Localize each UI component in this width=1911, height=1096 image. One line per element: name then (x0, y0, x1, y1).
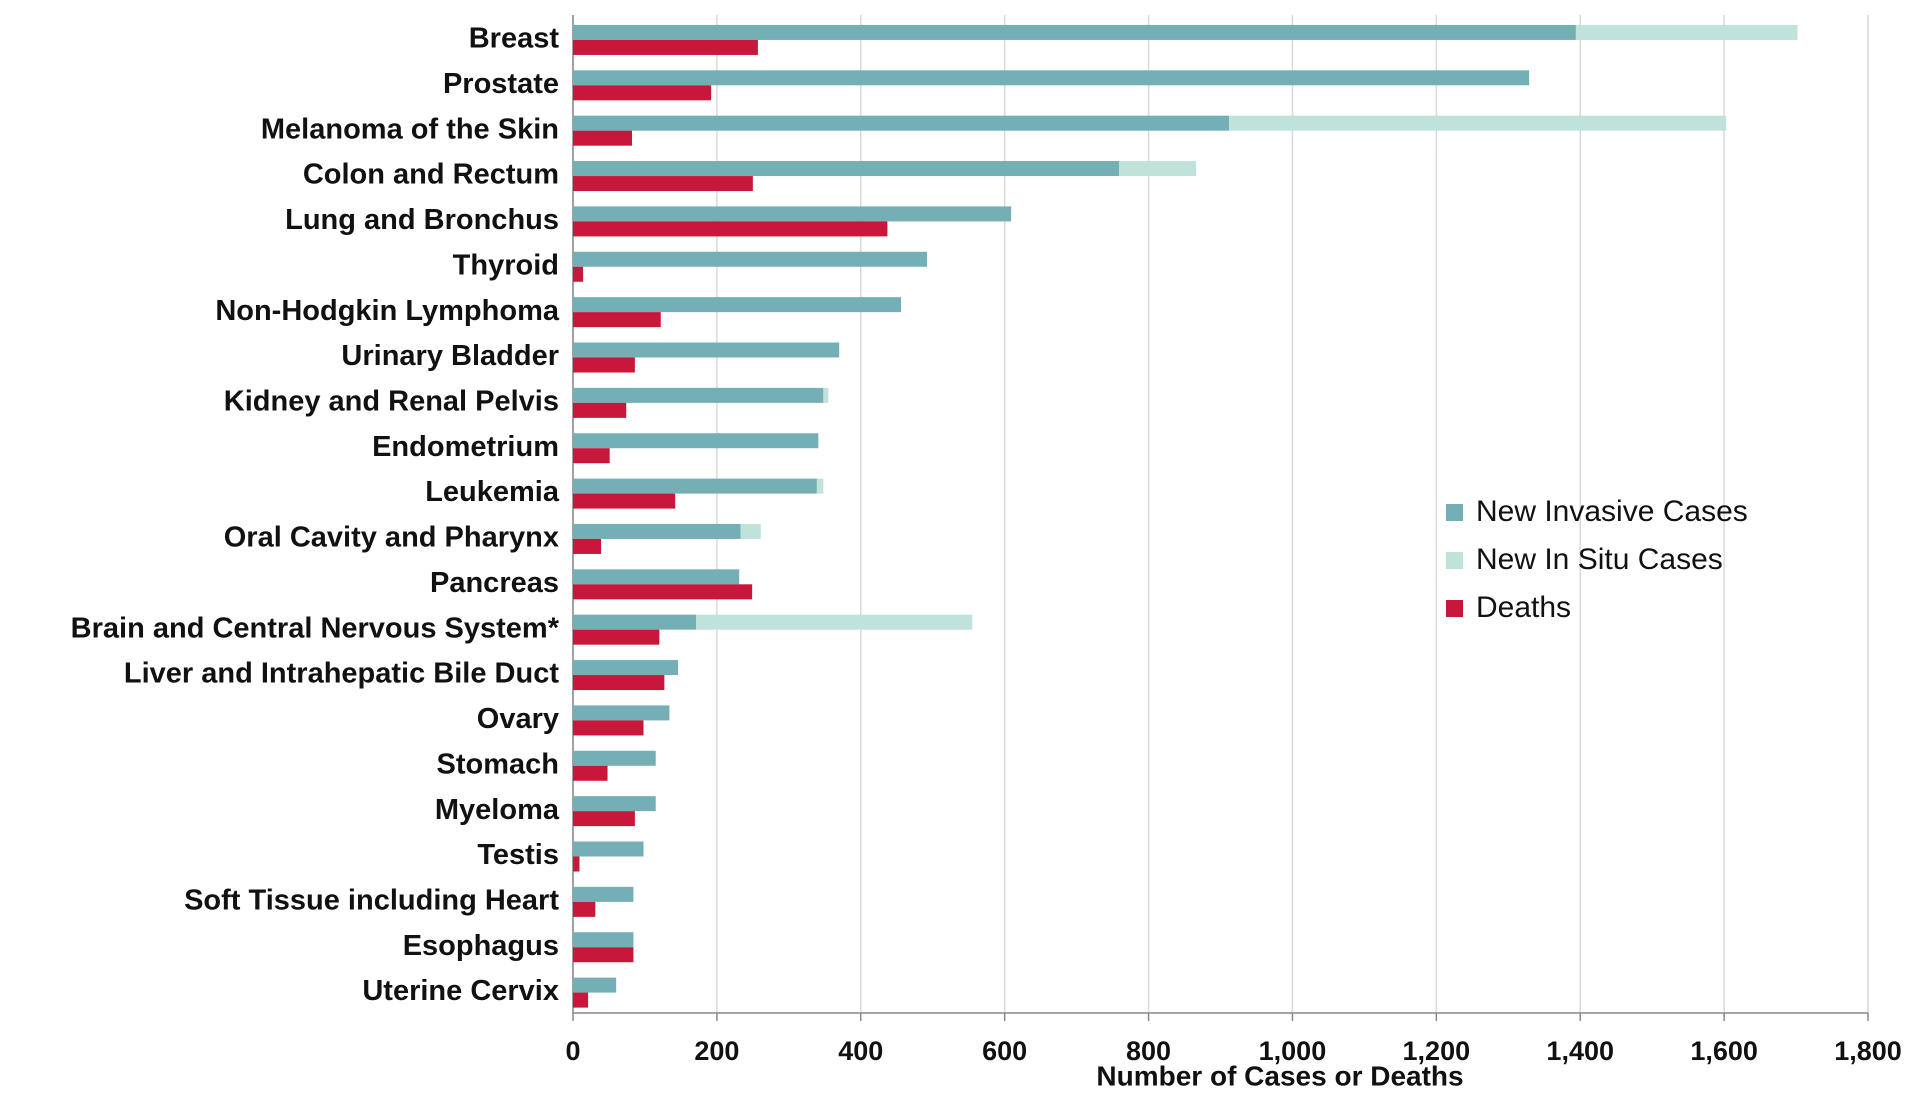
x-tick-label: 1,800 (1834, 1036, 1902, 1066)
bar (573, 629, 660, 645)
y-tick-label: Liver and Intrahepatic Bile Duct (124, 658, 559, 690)
bar (573, 765, 608, 781)
bar (573, 176, 753, 192)
bar (573, 478, 817, 494)
bar (573, 614, 697, 630)
y-tick-label: Uterine Cervix (362, 975, 559, 1007)
bar (573, 221, 888, 237)
bar (573, 342, 840, 358)
y-tick-label: Urinary Bladder (341, 340, 559, 372)
y-tick-label: Brain and Central Nervous System* (71, 612, 560, 644)
bar (573, 675, 665, 691)
y-tick-label: Testis (477, 839, 559, 871)
bar (573, 796, 656, 812)
bar (573, 130, 632, 146)
y-tick-label: Colon and Rectum (303, 159, 559, 191)
bar (573, 523, 741, 539)
bar (740, 523, 761, 539)
x-tick-label: 200 (694, 1036, 739, 1066)
bar (573, 932, 634, 948)
y-tick-label: Pancreas (430, 567, 559, 599)
x-tick-label: 1,200 (1403, 1036, 1471, 1066)
y-tick-label: Prostate (443, 68, 559, 100)
legend-label: Deaths (1476, 591, 1571, 624)
x-tick-label: 600 (982, 1036, 1027, 1066)
bar (573, 493, 676, 509)
bar (573, 811, 635, 827)
legend-label: New In Situ Cases (1476, 543, 1723, 576)
bar (573, 720, 644, 736)
y-tick-label: Non-Hodgkin Lymphoma (215, 295, 560, 327)
bar (573, 856, 580, 872)
y-tick-label: Breast (469, 23, 560, 55)
legend-swatch (1446, 552, 1463, 569)
bar (573, 584, 753, 600)
bar (573, 448, 610, 464)
x-tick-label: 1,400 (1546, 1036, 1614, 1066)
x-axis-title: Number of Cases or Deaths (1096, 1060, 1463, 1091)
x-tick-label: 0 (565, 1036, 580, 1066)
x-tick-label: 1,000 (1259, 1036, 1327, 1066)
y-tick-label: Kidney and Renal Pelvis (224, 386, 559, 418)
bar (573, 433, 819, 449)
bar (573, 705, 670, 721)
y-tick-label: Endometrium (372, 431, 559, 463)
bar (573, 266, 584, 282)
legend-swatch (1446, 600, 1463, 617)
y-tick-label: Thyroid (453, 249, 559, 281)
bar (823, 387, 829, 403)
y-tick-label: Soft Tissue including Heart (184, 885, 559, 917)
bar (573, 402, 627, 418)
bar (573, 947, 634, 963)
bar (573, 841, 644, 857)
y-tick-label: Ovary (477, 703, 559, 735)
bar (573, 901, 596, 917)
bar (573, 70, 1530, 86)
y-tick-label: Esophagus (403, 930, 559, 962)
bar (573, 387, 824, 403)
bar (573, 24, 1576, 40)
bar (573, 206, 1012, 222)
bar (573, 161, 1120, 177)
bar (573, 85, 712, 101)
bar (573, 251, 927, 267)
bar (1575, 24, 1798, 40)
bar (573, 39, 758, 55)
x-tick-label: 1,600 (1690, 1036, 1758, 1066)
bar (573, 977, 617, 993)
bar (573, 312, 661, 328)
bar (1229, 115, 1727, 131)
y-tick-label: Melanoma of the Skin (261, 113, 559, 145)
bar (573, 297, 902, 313)
bar (573, 357, 635, 373)
bar (573, 538, 602, 554)
x-tick-label: 400 (838, 1036, 883, 1066)
y-tick-label: Leukemia (425, 476, 560, 508)
bar (573, 992, 589, 1008)
bar (1119, 161, 1197, 177)
bar (816, 478, 824, 494)
x-tick-label: 800 (1126, 1036, 1171, 1066)
bar (573, 569, 740, 585)
legend-label: New Invasive Cases (1476, 495, 1748, 528)
bar (573, 660, 679, 676)
y-tick-label: Stomach (437, 748, 559, 780)
bar (573, 886, 634, 902)
bar (573, 115, 1230, 131)
legend-swatch (1446, 504, 1463, 521)
y-tick-label: Oral Cavity and Pharynx (224, 522, 559, 554)
y-tick-label: Myeloma (435, 794, 560, 826)
y-tick-label: Lung and Bronchus (285, 204, 559, 236)
bar (696, 614, 973, 630)
bar (573, 750, 656, 766)
